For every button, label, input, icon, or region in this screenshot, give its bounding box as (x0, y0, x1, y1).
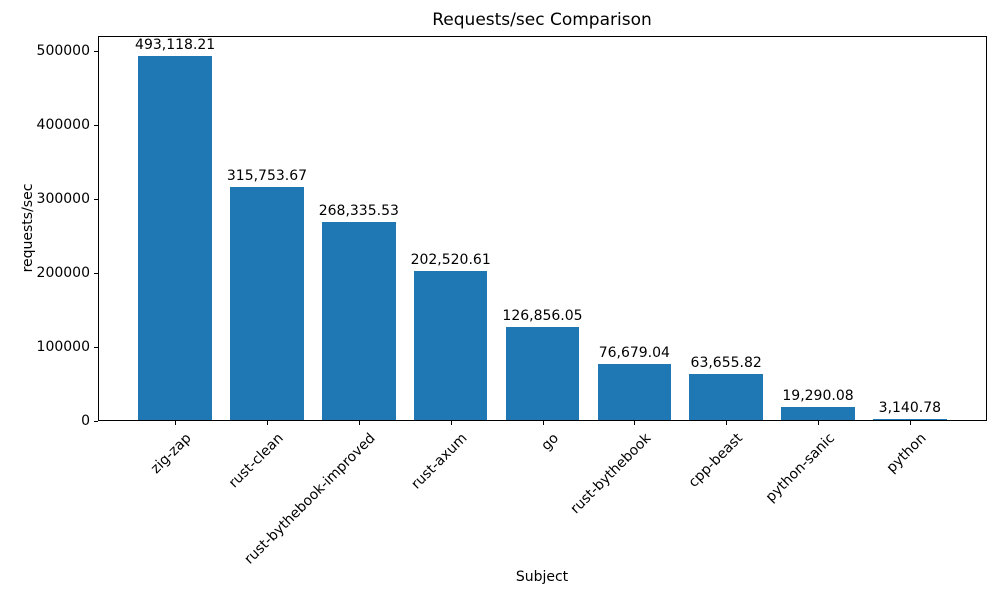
y-tick-label: 0 (81, 413, 90, 429)
x-tick-mark (909, 421, 911, 425)
bar-value-label: 315,753.67 (226, 168, 308, 185)
chart-title: Requests/sec Comparison (432, 10, 652, 30)
bar-value-label: 268,335.53 (318, 203, 399, 220)
x-tick-mark (726, 421, 728, 425)
bar-python-sanic (781, 406, 855, 420)
x-tick-label-text: rust-axum (408, 430, 471, 493)
y-tick-mark (94, 346, 98, 348)
y-tick-mark (94, 421, 98, 422)
bar-cpp-beast (689, 373, 763, 420)
x-tick-mark (818, 421, 820, 425)
y-tick-mark (94, 198, 98, 200)
bar-value-label: 493,118.21 (135, 37, 216, 54)
y-tick-mark (94, 272, 98, 274)
y-tick-mark (94, 124, 98, 126)
bar-go (505, 327, 580, 420)
bar-value-label: 63,655.82 (690, 354, 762, 371)
bar-value-label: 19,290.08 (782, 387, 854, 404)
bar-rust-bythebook (597, 364, 672, 420)
y-tick-label: 100000 (36, 338, 90, 355)
x-tick-label-text: python (883, 430, 930, 477)
x-tick-label-text: python-sanic (762, 430, 838, 506)
bar-rust-axum (413, 271, 488, 420)
x-tick-mark (450, 421, 452, 425)
bar-zig-zap (138, 56, 212, 420)
y-tick-label: 200000 (36, 264, 90, 281)
x-tick-label-text: go (538, 430, 563, 454)
bar-rust-bythebook-improved (322, 222, 396, 420)
x-tick-label-text: rust-bythebook (567, 430, 654, 518)
bar-value-label: 76,679.04 (598, 345, 670, 362)
bar-rust-clean (230, 187, 304, 420)
x-tick-label-text: cpp-beast (685, 430, 746, 491)
x-tick-mark (542, 421, 544, 425)
y-tick-mark (94, 50, 98, 52)
x-tick-mark (266, 421, 268, 425)
x-tick-label-text: rust-clean (225, 430, 287, 492)
x-tick-mark (634, 421, 636, 425)
bar-value-label: 202,520.61 (410, 252, 491, 269)
y-tick-label: 500000 (36, 42, 90, 59)
bar-value-label: 3,140.78 (878, 399, 942, 416)
x-axis-label: Subject (515, 569, 569, 585)
y-tick-label: 400000 (36, 116, 90, 133)
bar-python (873, 418, 947, 420)
x-tick-label-text: zig-zap (148, 430, 195, 477)
bar-value-label: 126,856.05 (502, 308, 583, 325)
x-tick-mark (358, 421, 360, 425)
x-tick-mark (175, 421, 177, 425)
y-tick-label: 300000 (36, 190, 90, 207)
